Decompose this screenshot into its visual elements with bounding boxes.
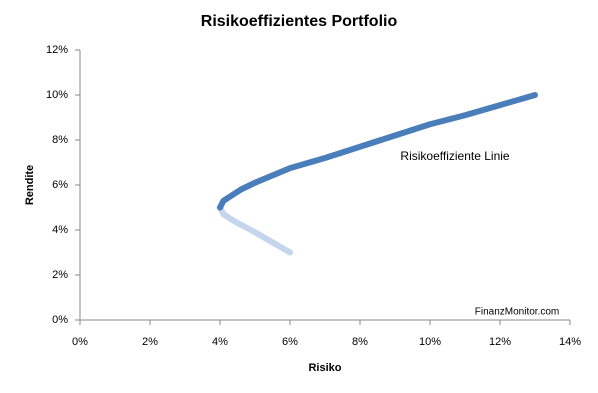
watermark: FinanzMonitor.com xyxy=(475,307,559,318)
y-tick-label: 8% xyxy=(52,134,68,146)
x-tick-label: 0% xyxy=(72,336,88,348)
annotation: Risikoeffiziente Linie xyxy=(400,149,509,163)
x-tick-label: 8% xyxy=(352,336,368,348)
chart-title: Risikoeffizientes Portfolio xyxy=(201,13,398,30)
x-axis-label: Risiko xyxy=(308,362,341,374)
x-tick-label: 6% xyxy=(282,336,298,348)
y-tick-label: 10% xyxy=(46,89,68,101)
y-tick-label: 12% xyxy=(46,44,68,56)
y-axis-label: Rendite xyxy=(24,165,36,205)
x-tick-label: 10% xyxy=(419,336,441,348)
y-tick-label: 6% xyxy=(52,179,68,191)
series-line xyxy=(217,204,293,256)
x-tick-label: 12% xyxy=(489,336,511,348)
y-tick-label: 0% xyxy=(52,314,68,326)
y-tick-label: 2% xyxy=(52,269,68,281)
x-tick-label: 2% xyxy=(142,336,158,348)
x-tick-label: 4% xyxy=(212,336,228,348)
series-line xyxy=(217,92,538,211)
y-tick-label: 4% xyxy=(52,224,68,236)
x-tick-label: 14% xyxy=(559,336,581,348)
